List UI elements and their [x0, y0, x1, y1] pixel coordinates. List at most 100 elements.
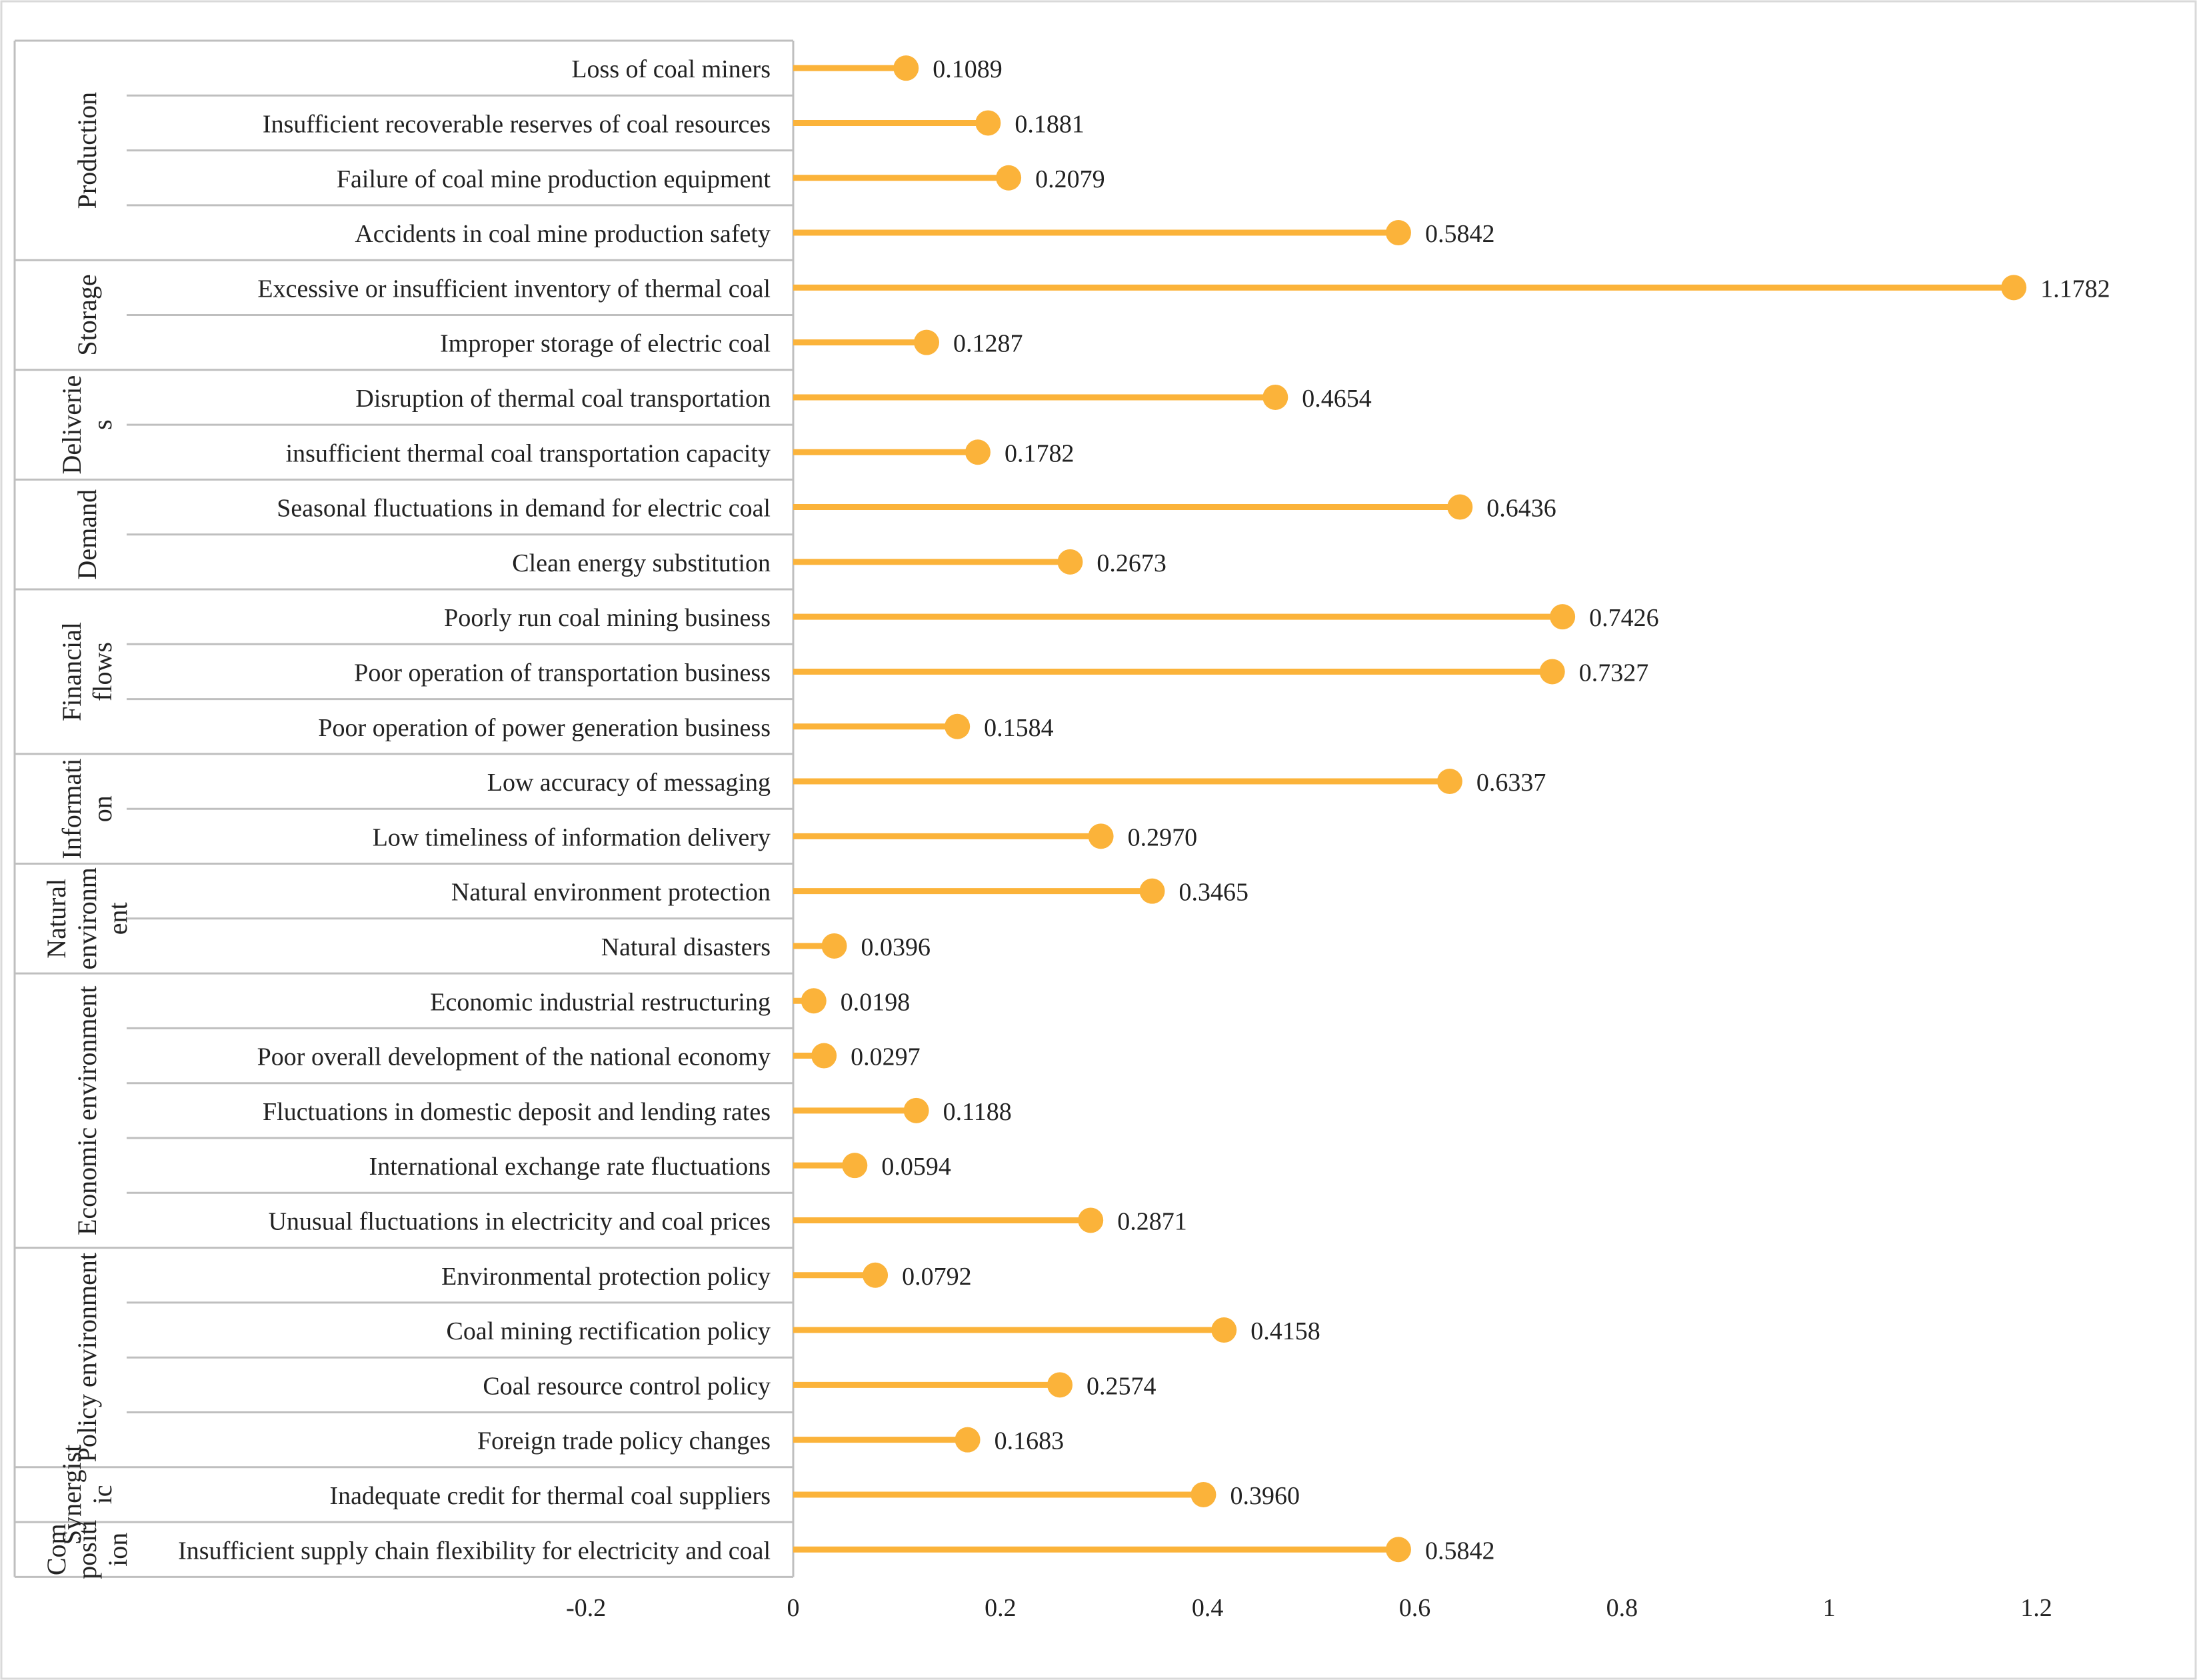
- group-label-0: Production: [72, 92, 102, 209]
- data-label: 0.2871: [1117, 1207, 1187, 1235]
- group-label-8: Policy environment: [72, 1253, 102, 1462]
- category-label: Excessive or insufficient inventory of t…: [257, 275, 771, 303]
- category-label: Low timeliness of information delivery: [373, 823, 771, 851]
- data-label: 0.2970: [1128, 823, 1198, 851]
- category-label: Fluctuations in domestic deposit and len…: [263, 1098, 771, 1126]
- category-label: Insufficient supply chain flexibility fo…: [178, 1537, 771, 1565]
- data-label: 0.1089: [933, 55, 1003, 83]
- data-label: 0.3960: [1230, 1482, 1300, 1510]
- category-label: Insufficient recoverable reserves of coa…: [263, 110, 771, 138]
- data-label: 0.1584: [984, 714, 1054, 742]
- group-label-1: Storage: [72, 274, 102, 355]
- lollipop-dot: [1088, 823, 1114, 849]
- group-label-3: Demand: [72, 489, 102, 580]
- group-label-line: Economic environment: [72, 986, 102, 1235]
- data-label: 0.0297: [851, 1043, 921, 1071]
- x-tick-label: 0.8: [1606, 1594, 1638, 1622]
- data-label: 0.0198: [841, 988, 911, 1016]
- group-label-line: Com: [41, 1523, 71, 1575]
- lollipop-dot: [893, 55, 919, 81]
- category-label: Loss of coal miners: [571, 55, 771, 83]
- data-label: 0.6337: [1476, 769, 1546, 797]
- lollipop-series: 0.1089 0.1881 0.2079 0.5842 1.1782 0.1287 0.46…: [793, 55, 2110, 1565]
- category-label: Natural environment protection: [451, 879, 771, 907]
- lollipop-dot: [1436, 769, 1462, 795]
- data-label: 0.4654: [1302, 385, 1371, 413]
- group-label-line: Informati: [57, 759, 87, 859]
- lollipop-dot: [965, 439, 991, 465]
- data-label: 0.1881: [1015, 110, 1085, 138]
- lollipop-dot: [1057, 549, 1083, 575]
- group-label-line: Policy environment: [72, 1253, 102, 1462]
- category-label: Economic industrial restructuring: [430, 988, 771, 1016]
- x-tick-label: -0.2: [566, 1594, 606, 1622]
- data-label: 0.2574: [1087, 1372, 1156, 1400]
- x-tick-label: 0: [787, 1594, 800, 1622]
- lollipop-dot: [903, 1097, 929, 1123]
- lollipop-dot: [914, 329, 940, 355]
- lollipop-dot: [945, 713, 971, 739]
- lollipop-dot: [1211, 1317, 1237, 1343]
- lollipop-dot: [863, 1262, 889, 1288]
- category-label: Clean energy substitution: [512, 549, 771, 577]
- category-label: insufficient thermal coal transportation…: [286, 439, 771, 467]
- category-label: Poor overall development of the national…: [257, 1043, 771, 1071]
- category-table: Production Loss of coal miners Insufficien…: [13, 39, 795, 1579]
- lollipop-dot: [811, 1043, 837, 1069]
- lollipop-dot: [1385, 220, 1411, 246]
- group-label-line: Deliverie: [57, 375, 87, 475]
- lollipop-dot: [801, 988, 827, 1014]
- category-label: Seasonal fluctuations in demand for elec…: [277, 495, 771, 523]
- lollipop-dot: [1550, 604, 1576, 630]
- lollipop-dot: [1262, 384, 1288, 410]
- data-label: 1.1782: [2040, 275, 2110, 303]
- data-label: 0.3465: [1179, 879, 1249, 907]
- lollipop-dot: [821, 933, 847, 959]
- category-label: International exchange rate fluctuations: [369, 1153, 771, 1181]
- group-label-line: environm: [72, 867, 102, 969]
- lollipop-dot: [975, 110, 1001, 136]
- group-label-line: Storage: [72, 274, 102, 355]
- lollipop-dot: [1539, 659, 1565, 685]
- lollipop-dot: [1447, 494, 1473, 520]
- data-label: 0.5842: [1425, 1537, 1495, 1565]
- x-tick-label: 1: [1823, 1594, 1836, 1622]
- group-label-line: positi: [72, 1520, 102, 1579]
- group-label-line: Demand: [72, 489, 102, 580]
- data-label: 0.7327: [1579, 659, 1649, 687]
- group-label-4: Financialflows: [57, 622, 117, 721]
- group-label-6: Naturalenvironment: [41, 867, 133, 969]
- data-label: 0.1683: [995, 1427, 1065, 1455]
- data-label: 0.5842: [1425, 220, 1495, 248]
- category-label: Failure of coal mine production equipmen…: [337, 165, 771, 193]
- lollipop-dot: [1078, 1207, 1104, 1233]
- data-label: 0.6436: [1486, 495, 1556, 523]
- group-label-line: flows: [87, 642, 117, 701]
- lollipop-dot: [1139, 878, 1165, 904]
- data-label: 0.0396: [861, 933, 931, 961]
- category-label: Disruption of thermal coal transportatio…: [355, 385, 771, 413]
- category-label: Accidents in coal mine production safety: [355, 220, 771, 248]
- group-label-line: Financial: [57, 622, 87, 721]
- group-label-7: Economic environment: [72, 986, 102, 1235]
- category-label: Improper storage of electric coal: [440, 330, 771, 358]
- data-label: 0.4158: [1250, 1317, 1320, 1345]
- category-label: Environmental protection policy: [441, 1263, 771, 1291]
- group-label-10: Compositiion: [41, 1520, 133, 1579]
- group-label-line: ic: [87, 1485, 117, 1505]
- group-label-9: Synergistic: [57, 1445, 117, 1545]
- group-label-line: Production: [72, 92, 102, 209]
- group-label-line: Natural: [41, 879, 71, 959]
- x-tick-label: 0.4: [1192, 1594, 1224, 1622]
- data-label: 0.2673: [1097, 549, 1166, 577]
- lollipop-dot: [1190, 1481, 1216, 1507]
- data-label: 0.0594: [881, 1153, 951, 1181]
- category-label: Natural disasters: [601, 933, 771, 961]
- data-label: 0.2079: [1035, 165, 1105, 193]
- category-label: Poorly run coal mining business: [444, 604, 771, 632]
- group-label-2: Deliveries: [57, 375, 117, 475]
- group-label-line: s: [87, 419, 117, 430]
- category-label: Foreign trade policy changes: [477, 1427, 771, 1455]
